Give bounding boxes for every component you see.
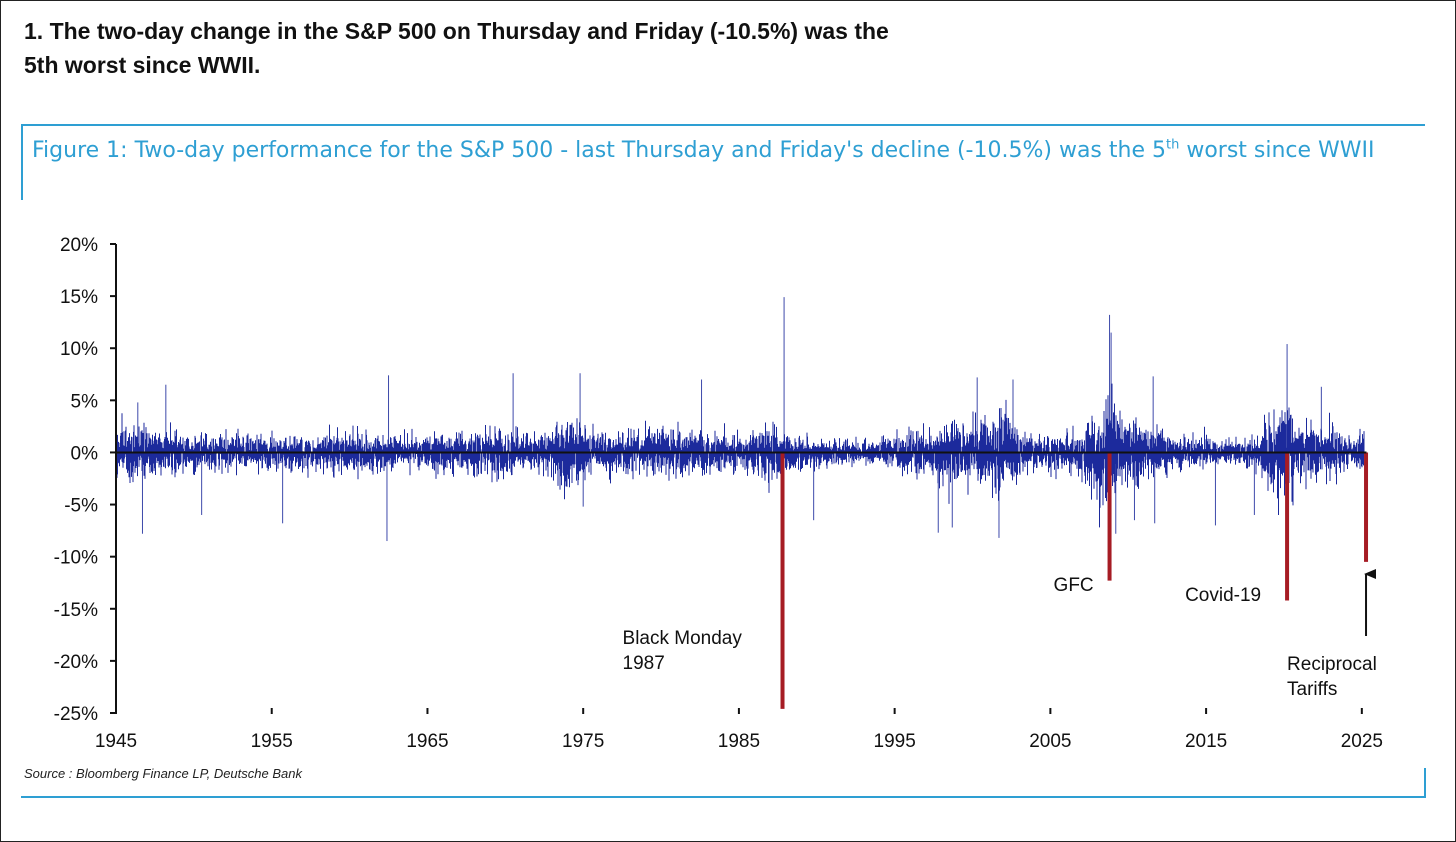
figure-title-text: Figure 1: Two-day performance for the S&… <box>32 138 1166 163</box>
chart-annotations: Black Monday 1987 GFC Covid-19 Reciprocal Tar… <box>623 569 1377 700</box>
x-tick-label: 1995 <box>874 731 916 752</box>
annotation: Black Monday 1987 <box>623 628 743 674</box>
y-tick-label: -5% <box>64 496 98 517</box>
headline: 1. The two-day change in the S&P 500 on … <box>24 14 1024 82</box>
x-tick-label: 1975 <box>562 731 604 752</box>
highlighted-declines <box>780 452 1369 709</box>
chart-axes: 20% 15% 10% 5% 0% -5% -10% -15% -20% -25% 1945 1955… <box>54 235 1383 752</box>
y-tick-label: -15% <box>54 600 98 621</box>
headline-line-2: 5th worst since WWII. <box>24 52 261 78</box>
y-tick-label: 5% <box>71 391 99 412</box>
annotation-label: Covid-19 <box>1185 585 1261 606</box>
annotation-label: 1987 <box>623 653 665 674</box>
y-tick-label: 20% <box>60 235 98 256</box>
y-tick-label: -20% <box>54 652 98 673</box>
x-tick-label: 2015 <box>1185 731 1227 752</box>
figure-left-rule <box>21 124 23 200</box>
annotation-label: GFC <box>1054 575 1094 596</box>
series-bars <box>115 297 1365 578</box>
annotation: Reciprocal Tariffs <box>1287 569 1377 700</box>
x-tick-label: 2005 <box>1029 731 1071 752</box>
annotation-label: Tariffs <box>1287 679 1337 700</box>
x-tick-label: 2025 <box>1341 731 1383 752</box>
y-tick-label: 0% <box>71 443 99 464</box>
annotation-label: Black Monday <box>623 628 743 649</box>
x-tick-label: 1965 <box>406 731 448 752</box>
annotation: GFC <box>1054 575 1094 596</box>
figure-title-tail: worst since WWII <box>1179 138 1375 163</box>
y-tick-label: -25% <box>54 704 98 725</box>
y-tick-label: 10% <box>60 339 98 360</box>
figure-title: Figure 1: Two-day performance for the S&… <box>32 134 1412 168</box>
source-note: Source : Bloomberg Finance LP, Deutsche … <box>24 766 302 781</box>
x-tick-label: 1945 <box>95 731 137 752</box>
series-noise-bars <box>115 383 1365 528</box>
figure-bottom-rule <box>21 796 1426 798</box>
figure-title-superscript: th <box>1165 137 1180 153</box>
annotation-label: Reciprocal <box>1287 654 1377 675</box>
annotation: Covid-19 <box>1185 585 1261 606</box>
figure-right-rule <box>1424 768 1426 798</box>
x-tick-label: 1985 <box>718 731 760 752</box>
headline-line-1: 1. The two-day change in the S&P 500 on … <box>24 18 889 44</box>
y-tick-label: -10% <box>54 548 98 569</box>
figure-top-rule <box>21 124 1425 126</box>
x-tick-label: 1955 <box>251 731 293 752</box>
y-tick-label: 15% <box>60 287 98 308</box>
